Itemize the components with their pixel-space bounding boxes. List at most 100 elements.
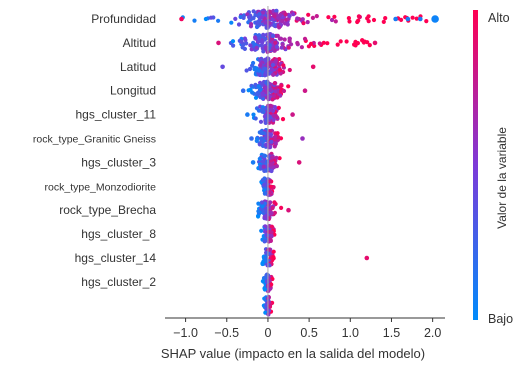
shap-point (321, 40, 326, 45)
shap-point (264, 45, 269, 50)
x-tick-label: 1.0 (342, 326, 359, 340)
shap-point (253, 116, 258, 121)
shap-point (262, 239, 267, 244)
shap-point (263, 310, 268, 315)
shap-point (273, 141, 278, 146)
shap-point (273, 40, 278, 45)
shap-row (179, 8, 439, 30)
shap-point (262, 287, 267, 292)
shap-row (250, 151, 302, 174)
shap-point (259, 14, 264, 20)
shap-point (277, 67, 283, 72)
shap-point (274, 8, 279, 14)
shap-point (282, 37, 287, 42)
feature-label: rock_type_Monzodiorite (45, 181, 157, 193)
shap-point (344, 39, 349, 44)
shap-point (291, 12, 296, 17)
shap-point (371, 17, 377, 23)
shap-point (262, 168, 267, 173)
shap-point (424, 19, 429, 24)
shap-point (249, 47, 254, 52)
shap-point (295, 16, 300, 21)
shap-point (261, 49, 266, 54)
shap-point (240, 45, 245, 50)
shap-point (260, 91, 265, 97)
shap-point (381, 19, 386, 24)
shap-point (247, 66, 253, 72)
feature-label: Altitud (123, 36, 156, 50)
shap-point (276, 135, 281, 140)
shap-point (258, 119, 264, 124)
shap-point (272, 210, 277, 215)
shap-row (256, 199, 291, 222)
shap-point (269, 162, 274, 167)
shap-point (216, 18, 221, 23)
shap-point (287, 13, 292, 19)
shap-point (264, 70, 269, 75)
shap-point (268, 237, 273, 242)
shap-outlier-point (310, 64, 316, 70)
shap-point (333, 19, 338, 24)
shap-point (253, 95, 259, 100)
x-tick-label: 2.0 (424, 326, 441, 340)
shap-point (279, 205, 284, 210)
shap-point (265, 279, 270, 284)
shap-outlier-point (302, 88, 308, 93)
shap-point (229, 20, 234, 25)
shap-point (256, 201, 261, 206)
shap-point (347, 19, 352, 24)
shap-point (356, 14, 361, 19)
shap-point (287, 36, 292, 41)
shap-point (355, 19, 360, 25)
shap-outlier-point (431, 15, 439, 23)
shap-point (267, 9, 272, 14)
shap-point (259, 136, 264, 141)
shap-point (256, 209, 261, 214)
shap-point (310, 15, 315, 20)
shap-point (251, 40, 256, 46)
shap-point (247, 15, 252, 20)
shap-point (317, 41, 322, 46)
shap-point (414, 16, 419, 21)
shap-point (261, 153, 266, 158)
x-tick-label: 1.5 (383, 326, 400, 340)
shap-point (259, 200, 264, 205)
shap-point (257, 36, 262, 41)
shap-outlier-point (286, 207, 291, 213)
x-tick-label: −0.5 (214, 326, 239, 340)
shap-point (272, 81, 277, 86)
shap-point (257, 71, 262, 76)
shap-point (399, 17, 404, 22)
colorbar-low-label: Bajo (488, 312, 513, 326)
shap-point (263, 20, 268, 25)
feature-label: hgs_cluster_14 (75, 251, 157, 265)
feature-label: rock_type_Granitic Gneiss (33, 134, 156, 146)
shap-point (259, 228, 264, 233)
shap-point (273, 134, 278, 139)
shap-point (383, 16, 388, 21)
shap-point (236, 22, 242, 27)
shap-row (240, 79, 308, 102)
shap-point (254, 45, 259, 50)
x-tick-label: −1.0 (173, 326, 198, 340)
shap-point (275, 131, 280, 136)
shap-point (263, 255, 268, 260)
feature-labels: Profundidad Altitud Latitud Longitud hgs_clu… (33, 12, 156, 289)
shap-point (263, 120, 268, 125)
shap-point (260, 10, 265, 15)
shap-point (266, 263, 271, 268)
shap-point (263, 259, 269, 264)
shap-point (248, 87, 253, 92)
shap-point (263, 224, 268, 229)
shap-point (285, 22, 290, 27)
shap-point (253, 82, 258, 87)
shap-point (260, 40, 265, 45)
shap-point (287, 67, 292, 73)
shap-point (274, 164, 279, 169)
shap-point (280, 117, 286, 122)
shap-point (265, 159, 270, 164)
shap-point (280, 42, 285, 47)
shap-point (260, 204, 265, 209)
shap-row (259, 224, 277, 244)
shap-point (262, 182, 267, 187)
